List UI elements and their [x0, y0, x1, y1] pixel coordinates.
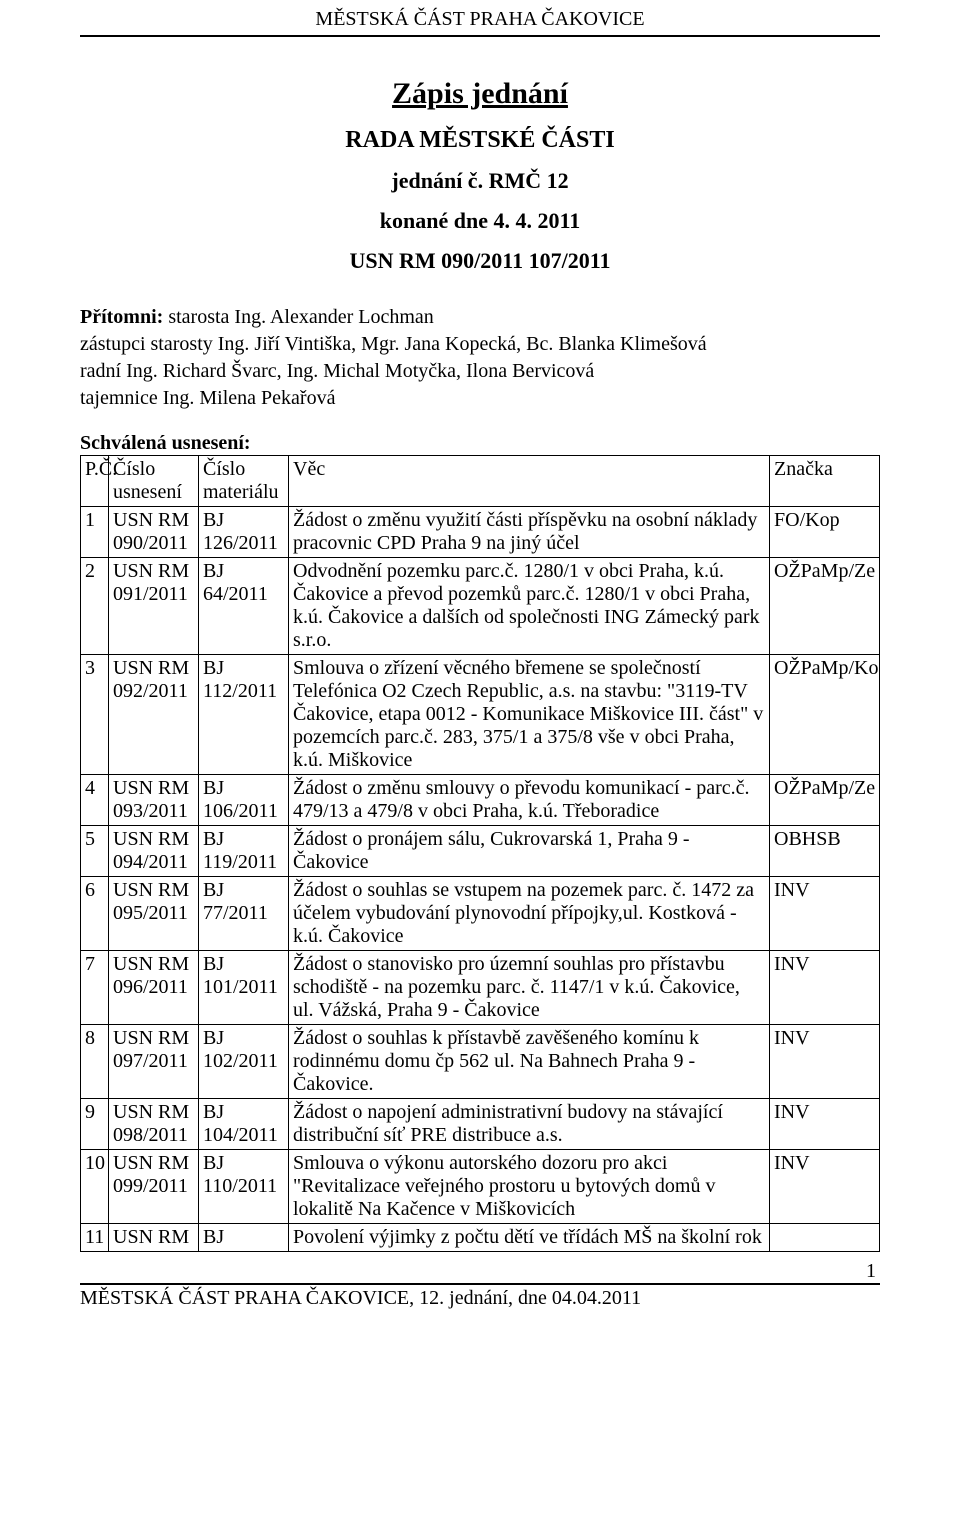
cell-zn: INV: [770, 1150, 880, 1224]
th-usneseni: Číslo usnesení: [109, 456, 199, 507]
cell-usn: USN RM 096/2011: [109, 951, 199, 1025]
org-name: MĚSTSKÁ ČÁST PRAHA ČAKOVICE: [315, 8, 644, 30]
attendees-block: Přítomni: starosta Ing. Alexander Lochma…: [80, 304, 880, 412]
cell-pc: 7: [81, 951, 109, 1025]
cell-mat: BJ 106/2011: [199, 775, 289, 826]
zastupci-names: Ing. Jiří Vintiška, Mgr. Jana Kopecká, B…: [218, 333, 707, 355]
cell-vec: Odvodnění pozemku parc.č. 1280/1 v obci …: [289, 558, 770, 655]
cell-vec: Žádost o změnu smlouvy o převodu komunik…: [289, 775, 770, 826]
cell-zn: OŽPaMp/Ko: [770, 655, 880, 775]
cell-usn: USN RM: [109, 1224, 199, 1252]
cell-zn: OŽPaMp/Ze: [770, 558, 880, 655]
cell-usn: USN RM 091/2011: [109, 558, 199, 655]
page-number: 1: [80, 1260, 880, 1283]
page-header: MĚSTSKÁ ČÁST PRAHA ČAKOVICE: [80, 0, 880, 37]
cell-mat: BJ 77/2011: [199, 877, 289, 951]
tajemnice-label: tajemnice: [80, 387, 158, 409]
th-znacka: Značka: [770, 456, 880, 507]
title-line1: RADA MĚSTSKÉ ČÁSTI: [80, 127, 880, 154]
cell-mat: BJ: [199, 1224, 289, 1252]
th-vec: Věc: [289, 456, 770, 507]
cell-pc: 2: [81, 558, 109, 655]
cell-mat: BJ 126/2011: [199, 507, 289, 558]
table-row: 3 USN RM 092/2011 BJ 112/2011 Smlouva o …: [81, 655, 880, 775]
cell-mat: BJ 112/2011: [199, 655, 289, 775]
cell-usn: USN RM 098/2011: [109, 1099, 199, 1150]
cell-usn: USN RM 095/2011: [109, 877, 199, 951]
title-block: Zápis jednání RADA MĚSTSKÉ ČÁSTI jednání…: [80, 77, 880, 274]
title-line3: konané dne 4. 4. 2011: [80, 208, 880, 234]
cell-pc: 6: [81, 877, 109, 951]
table-row: 10 USN RM 099/2011 BJ 110/2011 Smlouva o…: [81, 1150, 880, 1224]
cell-mat: BJ 110/2011: [199, 1150, 289, 1224]
cell-zn: OŽPaMp/Ze: [770, 775, 880, 826]
cell-vec: Žádost o stanovisko pro územní souhlas p…: [289, 951, 770, 1025]
cell-zn: INV: [770, 1025, 880, 1099]
cell-mat: BJ 104/2011: [199, 1099, 289, 1150]
cell-vec: Žádost o napojení administrativní budovy…: [289, 1099, 770, 1150]
table-row: 9 USN RM 098/2011 BJ 104/2011 Žádost o n…: [81, 1099, 880, 1150]
cell-vec: Žádost o pronájem sálu, Cukrovarská 1, P…: [289, 826, 770, 877]
cell-pc: 11: [81, 1224, 109, 1252]
table-row: 6 USN RM 095/2011 BJ 77/2011 Žádost o so…: [81, 877, 880, 951]
cell-pc: 9: [81, 1099, 109, 1150]
cell-usn: USN RM 093/2011: [109, 775, 199, 826]
tajemnice-name: Ing. Milena Pekařová: [163, 387, 336, 409]
title-line2: jednání č. RMČ 12: [80, 168, 880, 194]
cell-zn: OBHSB: [770, 826, 880, 877]
cell-zn: INV: [770, 877, 880, 951]
radni-names: Ing. Richard Švarc, Ing. Michal Motyčka,…: [126, 360, 594, 382]
cell-vec: Smlouva o výkonu autorského dozoru pro a…: [289, 1150, 770, 1224]
cell-pc: 8: [81, 1025, 109, 1099]
title-main: Zápis jednání: [80, 77, 880, 111]
cell-vec: Smlouva o zřízení věcného břemene se spo…: [289, 655, 770, 775]
approved-label: Schválená usnesení:: [80, 432, 880, 455]
cell-zn: INV: [770, 951, 880, 1025]
cell-pc: 5: [81, 826, 109, 877]
cell-zn: [770, 1224, 880, 1252]
th-material: Číslo materiálu: [199, 456, 289, 507]
cell-zn: INV: [770, 1099, 880, 1150]
cell-vec: Žádost o souhlas se vstupem na pozemek p…: [289, 877, 770, 951]
cell-mat: BJ 102/2011: [199, 1025, 289, 1099]
starosta-label: starosta: [168, 306, 229, 328]
table-row: 11 USN RM BJ Povolení výjimky z počtu dě…: [81, 1224, 880, 1252]
table-row: 1 USN RM 090/2011 BJ 126/2011 Žádost o z…: [81, 507, 880, 558]
table-row: 4 USN RM 093/2011 BJ 106/2011 Žádost o z…: [81, 775, 880, 826]
cell-mat: BJ 119/2011: [199, 826, 289, 877]
cell-vec: Povolení výjimky z počtu dětí ve třídách…: [289, 1224, 770, 1252]
cell-pc: 4: [81, 775, 109, 826]
radni-label: radní: [80, 360, 121, 382]
cell-pc: 3: [81, 655, 109, 775]
table-row: 5 USN RM 094/2011 BJ 119/2011 Žádost o p…: [81, 826, 880, 877]
cell-mat: BJ 64/2011: [199, 558, 289, 655]
cell-pc: 1: [81, 507, 109, 558]
table-row: 8 USN RM 097/2011 BJ 102/2011 Žádost o s…: [81, 1025, 880, 1099]
cell-vec: Žádost o změnu využití části příspěvku n…: [289, 507, 770, 558]
cell-usn: USN RM 094/2011: [109, 826, 199, 877]
table-body: 1 USN RM 090/2011 BJ 126/2011 Žádost o z…: [81, 507, 880, 1252]
table-row: 2 USN RM 091/2011 BJ 64/2011 Odvodnění p…: [81, 558, 880, 655]
attendees-label: Přítomni:: [80, 306, 163, 328]
cell-usn: USN RM 090/2011: [109, 507, 199, 558]
cell-zn: FO/Kop: [770, 507, 880, 558]
table-row: 7 USN RM 096/2011 BJ 101/2011 Žádost o s…: [81, 951, 880, 1025]
zastupci-label: zástupci starosty: [80, 333, 213, 355]
cell-mat: BJ 101/2011: [199, 951, 289, 1025]
footer-text: MĚSTSKÁ ČÁST PRAHA ČAKOVICE, 12. jednání…: [80, 1287, 641, 1309]
cell-usn: USN RM 099/2011: [109, 1150, 199, 1224]
cell-usn: USN RM 092/2011: [109, 655, 199, 775]
starosta-name: Ing. Alexander Lochman: [234, 306, 433, 328]
table-header-row: P.Č. Číslo usnesení Číslo materiálu Věc …: [81, 456, 880, 507]
cell-vec: Žádost o souhlas k přístavbě zavěšeného …: [289, 1025, 770, 1099]
cell-pc: 10: [81, 1150, 109, 1224]
page-footer: MĚSTSKÁ ČÁST PRAHA ČAKOVICE, 12. jednání…: [80, 1283, 880, 1310]
title-line4: USN RM 090/2011 107/2011: [80, 248, 880, 274]
cell-usn: USN RM 097/2011: [109, 1025, 199, 1099]
resolutions-table: P.Č. Číslo usnesení Číslo materiálu Věc …: [80, 455, 880, 1252]
document-page: MĚSTSKÁ ČÁST PRAHA ČAKOVICE Zápis jednán…: [0, 0, 960, 1350]
th-pc: P.Č.: [81, 456, 109, 507]
